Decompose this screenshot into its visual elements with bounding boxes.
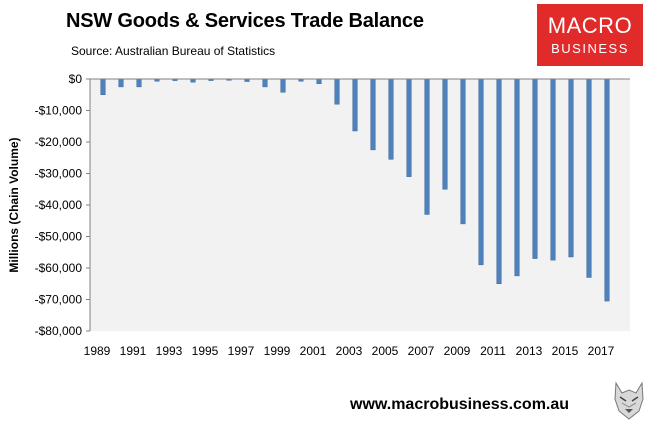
x-tick-label: 2015 [552,344,579,358]
bar-2001 [316,78,322,84]
website-url[interactable]: www.macrobusiness.com.au [350,396,570,413]
x-tick-label: 1993 [156,344,183,358]
bar-2002 [334,78,340,105]
x-tick-label: 1991 [120,344,147,358]
plot-area [90,79,630,331]
bar-1989 [100,78,106,95]
logo-line-2: BUSINESS [551,41,629,56]
logo-line-1: MACRO [547,13,633,38]
y-tick-label: -$60,000 [35,261,83,275]
x-tick-label: 1999 [264,344,291,358]
y-axis-ticks: $0 -$10,000 -$20,000 -$30,000 -$40,000 -$50,0… [35,72,90,338]
x-tick-label: 2017 [588,344,615,358]
x-tick-label: 1997 [228,344,255,358]
y-tick-label: -$50,000 [35,230,83,244]
bar-2011 [496,78,502,284]
bar-1999 [280,78,286,93]
x-tick-label: 2003 [336,344,363,358]
bar-2016 [586,78,592,278]
y-tick-label: -$70,000 [35,293,83,307]
y-tick-label: $0 [69,72,83,86]
bar-2009 [460,78,466,225]
x-tick-label: 2013 [516,344,543,358]
bar-1990 [118,78,124,88]
x-tick-label: 2001 [300,344,327,358]
y-axis-label: Millions (Chain Volume) [7,137,21,272]
bar-2007 [424,78,430,215]
bar-2017 [604,78,610,302]
y-tick-label: -$10,000 [35,104,83,118]
bar-1991 [136,78,142,88]
bar-2003 [352,78,358,132]
wolf-icon [614,381,644,420]
y-tick-label: -$20,000 [35,135,83,149]
bar-1998 [262,78,268,88]
bar-2014 [550,78,556,261]
bar-2005 [388,78,394,160]
x-tick-label: 1989 [84,344,111,358]
bar-2004 [370,78,376,151]
bar-2012 [514,78,520,277]
macrobusiness-logo: MACRO BUSINESS [537,4,643,66]
x-tick-label: 2007 [408,344,435,358]
x-tick-label: 2005 [372,344,399,358]
x-axis-ticks: 1989 1991 1993 1995 1997 1999 2001 2003 2005 2007… [84,344,615,358]
chart-source: Source: Australian Bureau of Statistics [71,44,276,58]
bar-2010 [478,78,484,266]
bar-2006 [406,78,412,177]
bar-2015 [568,78,574,258]
bar-2008 [442,78,448,190]
x-tick-label: 2011 [480,344,506,358]
bar-2013 [532,78,538,259]
x-tick-label: 1995 [192,344,219,358]
y-tick-label: -$40,000 [35,198,83,212]
chart-title: NSW Goods & Services Trade Balance [66,10,424,32]
bars [100,78,628,302]
y-tick-label: -$80,000 [35,324,83,338]
y-tick-label: -$30,000 [35,167,83,181]
x-tick-label: 2009 [444,344,471,358]
